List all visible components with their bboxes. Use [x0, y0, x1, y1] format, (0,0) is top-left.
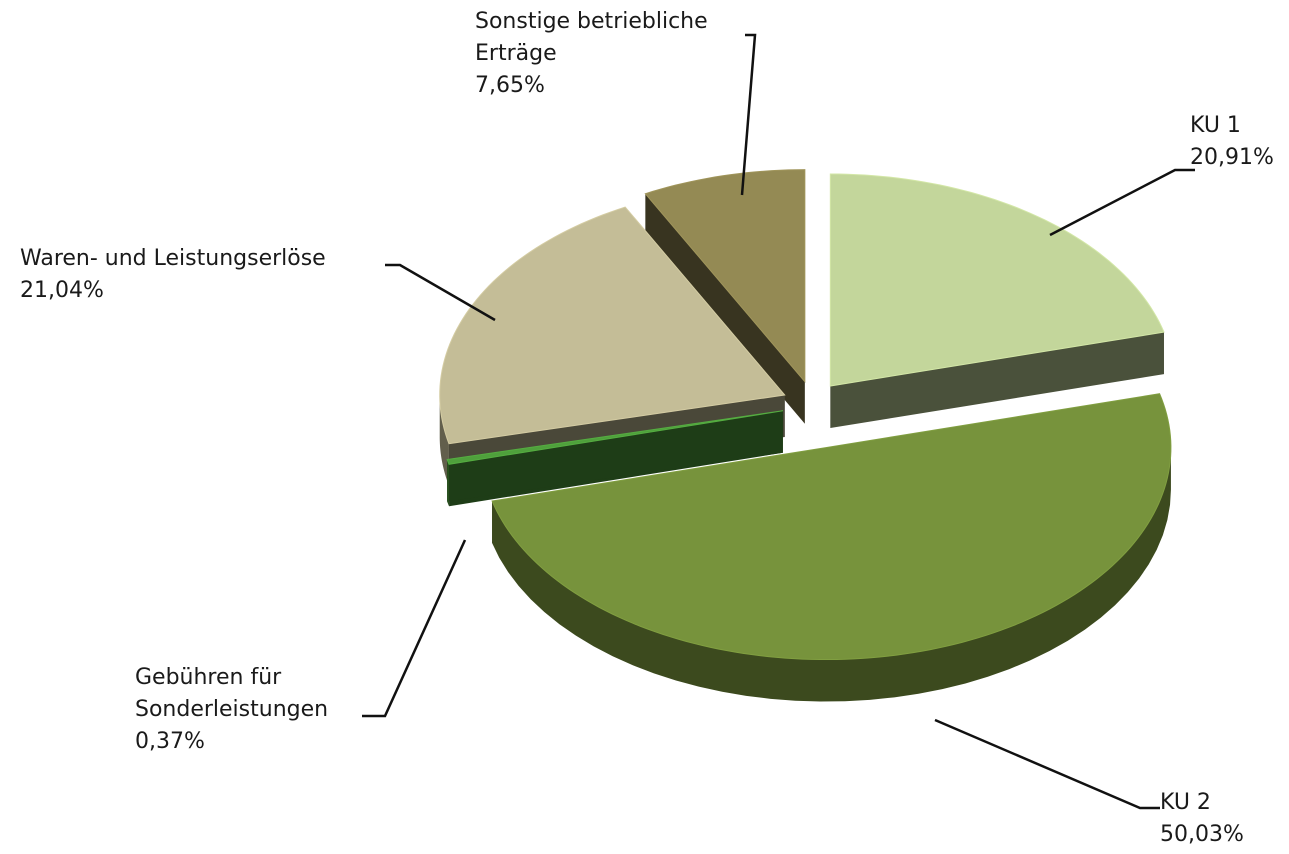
slice-wall: [447, 410, 783, 502]
slice-label: Waren- und Leistungserlöse 21,04%: [20, 243, 400, 307]
slice-wall: [830, 332, 1164, 428]
slice-side: [447, 459, 450, 507]
value-label: 50,03%: [1160, 822, 1244, 847]
slice: [446, 410, 783, 465]
leader-line: [385, 263, 496, 322]
value-label: 0,37%: [135, 729, 205, 754]
category-label: KU 1: [1190, 113, 1241, 138]
value-label: 20,91%: [1190, 145, 1274, 170]
category-label: KU 2: [1160, 790, 1211, 815]
slice-side: [492, 447, 1171, 702]
leader-line: [740, 33, 757, 196]
slice-label: KU 1 20,91%: [1190, 110, 1289, 174]
slice-label: Gebühren für Sonderleistungen 0,37%: [135, 662, 375, 758]
leader-line: [1049, 168, 1195, 237]
slice: [829, 173, 1165, 387]
value-label: 7,65%: [475, 73, 545, 98]
leader-line: [362, 539, 467, 718]
leader-line: [934, 718, 1160, 810]
slice: [491, 393, 1172, 661]
slice-side: [439, 395, 449, 486]
slice-label: KU 2 50,03%: [1160, 787, 1280, 851]
slice-label: Sonstige betriebliche Erträge 7,65%: [475, 6, 765, 102]
category-label: Sonstige betriebliche Erträge: [475, 9, 708, 66]
category-label: Gebühren für Sonderleistungen: [135, 665, 329, 722]
slice-wall: [645, 193, 805, 424]
value-label: 21,04%: [20, 278, 104, 303]
slice: [644, 169, 806, 384]
category-label: Waren- und Leistungserlöse: [20, 246, 326, 271]
